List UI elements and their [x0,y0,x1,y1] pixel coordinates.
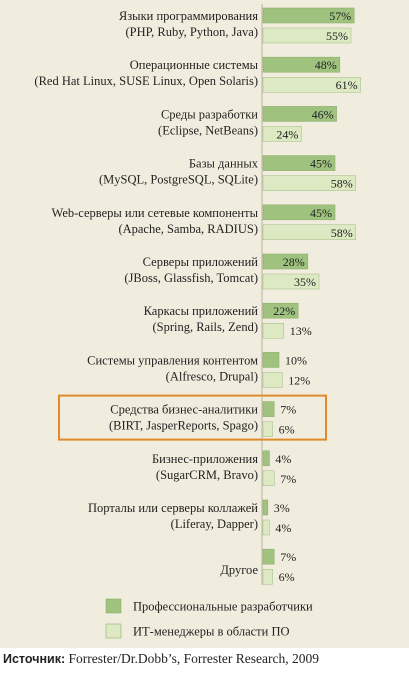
value-label: 48% [315,58,337,72]
category-group: Операционные системы (Red Hat Linux, SUSE… [34,56,361,93]
bar-managers [262,421,273,437]
bar-managers [262,372,283,388]
value-label: 10% [285,353,307,367]
legend-label: ИТ-менеджеры в области ПО [133,625,290,639]
value-label: 57% [329,9,351,23]
bar-developers [262,56,341,73]
legend-label: Профессиональные разработчики [133,600,313,614]
legend-swatch-managers [105,623,122,639]
category-group: Другое 7% 6% [220,548,296,585]
category-label: Базы данных [189,157,259,171]
category-sublabel: (JBoss, Glassfish, Tomcat) [124,271,258,285]
bar-chart: Языки программирования (PHP, Ruby, Python… [34,4,361,639]
value-label: 7% [280,472,296,486]
value-label: 24% [276,127,298,141]
bar-developers [262,7,355,24]
category-label: Каркасы приложений [144,304,259,318]
value-label: 58% [331,177,353,191]
value-label: 4% [275,452,291,466]
bar-managers [262,224,357,241]
category-sublabel: (PHP, Ruby, Python, Java) [125,25,258,39]
bar-managers [262,470,275,486]
category-group: Среды разработки (Eclipse, NetBeans) 46% 24… [158,106,337,142]
value-label: 7% [280,403,296,417]
bar-developers [262,302,299,319]
value-label: 6% [279,423,295,437]
bar-developers [262,499,269,516]
value-label: 4% [275,521,291,535]
category-group: Системы управления контентом (Alfresco, D… [87,352,310,388]
source-text: Forrester/Dr.Dobb’s, Forrester Research,… [65,651,319,666]
value-label: 7% [280,550,296,564]
value-label: 28% [283,255,305,269]
category-group: Серверы приложений (JBoss, Glassfish, Tom… [124,253,320,290]
category-sublabel: (SugarCRM, Bravo) [156,468,258,482]
value-label: 61% [336,78,358,92]
category-group: Web-серверы или сетевые компоненты (Apach… [52,204,357,241]
bar-developers [262,155,336,171]
highlight-frame [58,394,327,441]
value-label: 55% [326,29,348,43]
legend-swatch-developers [105,598,122,614]
category-label: Средства бизнес-аналитики [110,403,258,417]
category-label: Операционные системы [130,58,259,72]
category-sublabel: (Eclipse, NetBeans) [158,123,258,137]
bar-developers [262,204,336,221]
category-group: Каркасы приложений (Spring, Rails, Zend) 2… [144,302,312,339]
category-group: Базы данных (MySQL, PostgreSQL, SQLite) 45… [99,155,357,191]
category-label: Другое [220,563,258,577]
value-label: 45% [310,157,332,171]
bar-managers [262,175,357,191]
category-sublabel: (Spring, Rails, Zend) [152,320,258,334]
value-label: 35% [294,275,316,289]
category-group: Бизнес-приложения (SugarCRM, Bravo) 4% 7% [152,450,296,486]
bar-developers [262,401,275,417]
category-sublabel: (Liferay, Dapper) [171,517,258,531]
value-label: 12% [288,373,310,387]
value-label: 46% [312,107,334,121]
bar-managers [262,126,302,142]
value-label: 22% [273,304,295,318]
category-sublabel: (Apache, Samba, RADIUS) [118,222,258,236]
bar-developers [262,450,270,467]
category-sublabel: (BIRT, JasperReports, Spago) [109,419,258,433]
bar-managers [262,76,361,93]
bar-developers [262,253,309,270]
category-label: Бизнес-приложения [152,452,258,466]
category-label: Среды разработки [161,107,258,121]
bar-developers [262,548,275,565]
bar-managers [262,27,352,44]
category-group: Порталы или серверы коллажей (Liferay, Da… [88,499,291,536]
chart-panel: Языки программирования (PHP, Ruby, Python… [0,0,409,648]
category-group: Средства бизнес-аналитики (BIRT, JasperRe… [109,401,296,437]
bar-managers [262,273,320,290]
category-label: Системы управления контентом [87,353,258,367]
category-label: Серверы приложений [143,255,259,269]
value-label: 13% [290,324,312,338]
category-sublabel: (Red Hat Linux, SUSE Linux, Open Solaris… [34,74,258,88]
value-label: 45% [310,206,332,220]
bar-managers [262,519,270,536]
category-sublabel: (Alfresco, Drupal) [166,369,258,383]
category-group: Языки программирования (PHP, Ruby, Python… [119,7,355,44]
category-label: Порталы или серверы коллажей [88,501,258,515]
source-label: Источник: [3,652,66,666]
category-label: Языки программирования [119,9,258,23]
bar-developers [262,352,280,368]
bar-managers [262,569,273,585]
category-sublabel: (MySQL, PostgreSQL, SQLite) [99,173,258,187]
source-note: Источник: Forrester/Dr.Dobb’s, Forrester… [3,651,407,667]
value-label: 58% [331,226,353,240]
bar-developers [262,106,337,122]
bar-managers [262,323,284,339]
value-label: 6% [279,570,295,584]
value-label: 3% [274,501,290,515]
category-label: Web-серверы или сетевые компоненты [52,206,259,220]
